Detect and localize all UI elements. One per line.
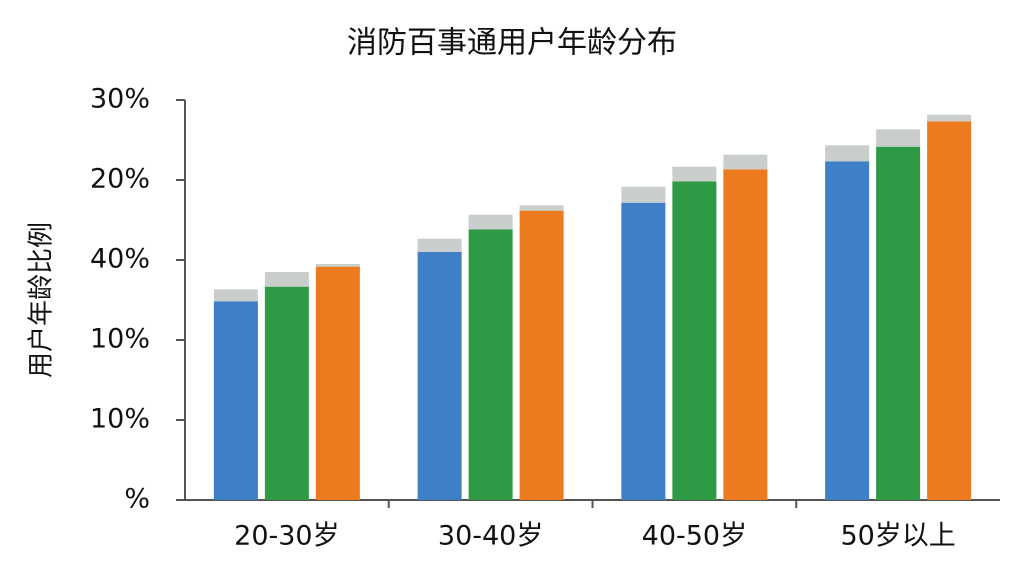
bar [519, 210, 564, 500]
bar [825, 161, 870, 501]
y-tick-label: 10% [90, 324, 150, 355]
y-tick-label: % [124, 484, 150, 515]
bar [927, 121, 972, 500]
bar-cap [213, 289, 258, 302]
x-tick-label: 50岁以上 [840, 521, 955, 552]
bar-cap [723, 154, 768, 170]
bar [672, 181, 717, 501]
bar-cap [927, 114, 972, 122]
bar [315, 266, 360, 500]
bar [723, 169, 768, 501]
bar-cap [876, 129, 921, 147]
bar-cap [417, 238, 462, 252]
x-tick-label: 20-30岁 [234, 521, 339, 552]
bar [417, 252, 462, 500]
bar [213, 301, 258, 500]
bar-cap [621, 186, 666, 203]
y-tick-label: 40% [90, 244, 150, 275]
bar-cap [315, 264, 360, 267]
bar [621, 202, 666, 500]
x-tick-label: 40-50岁 [642, 521, 747, 552]
chart-title: 消防百事通用户年龄分布 [347, 26, 677, 61]
bar [876, 146, 921, 500]
y-axis-label: 用户年龄比例 [27, 222, 57, 378]
bar [468, 229, 513, 501]
bar-cap [825, 145, 870, 162]
y-tick-label: 10% [90, 404, 150, 435]
x-tick-label: 30-40岁 [438, 521, 543, 552]
bar [264, 286, 309, 500]
bar-cap [672, 166, 717, 182]
bar-cap [264, 272, 309, 287]
bar-cap [468, 214, 513, 230]
bar-cap [519, 205, 564, 211]
y-tick-label: 30% [90, 84, 150, 115]
y-tick-label: 20% [90, 164, 150, 195]
